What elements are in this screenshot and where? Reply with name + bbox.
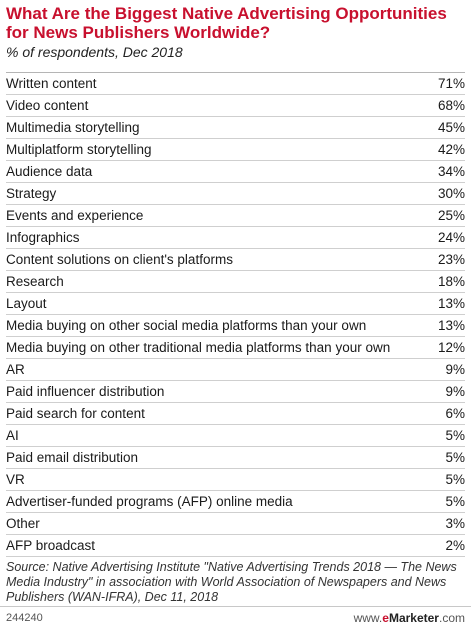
row-label: AR [6,362,25,377]
table-row: VR 5% [6,469,465,491]
row-value: 9% [445,384,465,399]
row-label: Written content [6,76,97,91]
row-label: Video content [6,98,89,113]
row-value: 6% [445,406,465,421]
row-value: 3% [445,516,465,531]
table-row: Audience data 34% [6,161,465,183]
table-row: Paid influencer distribution 9% [6,381,465,403]
table-row: Other 3% [6,513,465,535]
brand-prefix: www. [353,611,383,625]
row-value: 42% [437,142,465,157]
row-label: Multimedia storytelling [6,120,140,135]
row-label: AFP broadcast [6,538,96,553]
row-label: Other [6,516,40,531]
row-value: 5% [445,494,465,509]
data-table: Written content 71% Video content 68% Multim… [6,72,465,557]
row-value: 5% [445,472,465,487]
row-value: 71% [437,76,465,91]
row-label: Paid email distribution [6,450,139,465]
row-label: Paid influencer distribution [6,384,165,399]
brand-name: Marketer [388,611,439,625]
chart-id: 244240 [6,612,43,624]
row-label: Strategy [6,186,57,201]
brand-logo: www.eMarketer.com [354,611,465,625]
table-row: Infographics 24% [6,227,465,249]
row-label: Infographics [6,230,80,245]
row-label: Media buying on other social media platf… [6,318,367,333]
row-value: 12% [437,340,465,355]
row-label: Advertiser-funded programs (AFP) online … [6,494,293,509]
row-label: Multiplatform storytelling [6,142,152,157]
brand-e: e [382,611,389,625]
row-label: Audience data [6,164,93,179]
row-value: 9% [445,362,465,377]
table-row: Written content 71% [6,73,465,95]
row-label: VR [6,472,25,487]
row-label: Layout [6,296,47,311]
table-row: AR 9% [6,359,465,381]
chart-title: What Are the Biggest Native Advertising … [6,4,447,42]
table-row: Events and experience 25% [6,205,465,227]
brand-suffix: .com [438,611,465,625]
table-row: Advertiser-funded programs (AFP) online … [6,491,465,513]
table-row: Paid search for content 6% [6,403,465,425]
table-row: AFP broadcast 2% [6,535,465,557]
row-value: 13% [437,296,465,311]
table-row: Content solutions on client's platforms 2… [6,249,465,271]
row-value: 45% [437,120,465,135]
table-row: Media buying on other social media platf… [6,315,465,337]
row-value: 34% [437,164,465,179]
row-value: 30% [437,186,465,201]
chart-subtitle: % of respondents, Dec 2018 [6,44,183,60]
row-value: 5% [445,428,465,443]
row-label: Paid search for content [6,406,145,421]
table-row: Multiplatform storytelling 42% [6,139,465,161]
row-label: Media buying on other traditional media … [6,340,391,355]
table-row: Research 18% [6,271,465,293]
row-value: 24% [437,230,465,245]
footer: 244240 www.eMarketer.com [0,606,471,629]
table-row: Multimedia storytelling 45% [6,117,465,139]
source-note: Source: Native Advertising Institute "Na… [6,560,457,604]
table-row: Paid email distribution 5% [6,447,465,469]
table-row: Media buying on other traditional media … [6,337,465,359]
row-label: Content solutions on client's platforms [6,252,233,267]
row-value: 23% [437,252,465,267]
row-label: Events and experience [6,208,144,223]
row-label: Research [6,274,64,289]
row-value: 2% [445,538,465,553]
row-value: 5% [445,450,465,465]
row-value: 25% [437,208,465,223]
table-row: Layout 13% [6,293,465,315]
row-value: 13% [437,318,465,333]
table-row: Strategy 30% [6,183,465,205]
table-row: AI 5% [6,425,465,447]
table-row: Video content 68% [6,95,465,117]
row-value: 18% [437,274,465,289]
row-label: AI [6,428,19,443]
row-value: 68% [437,98,465,113]
